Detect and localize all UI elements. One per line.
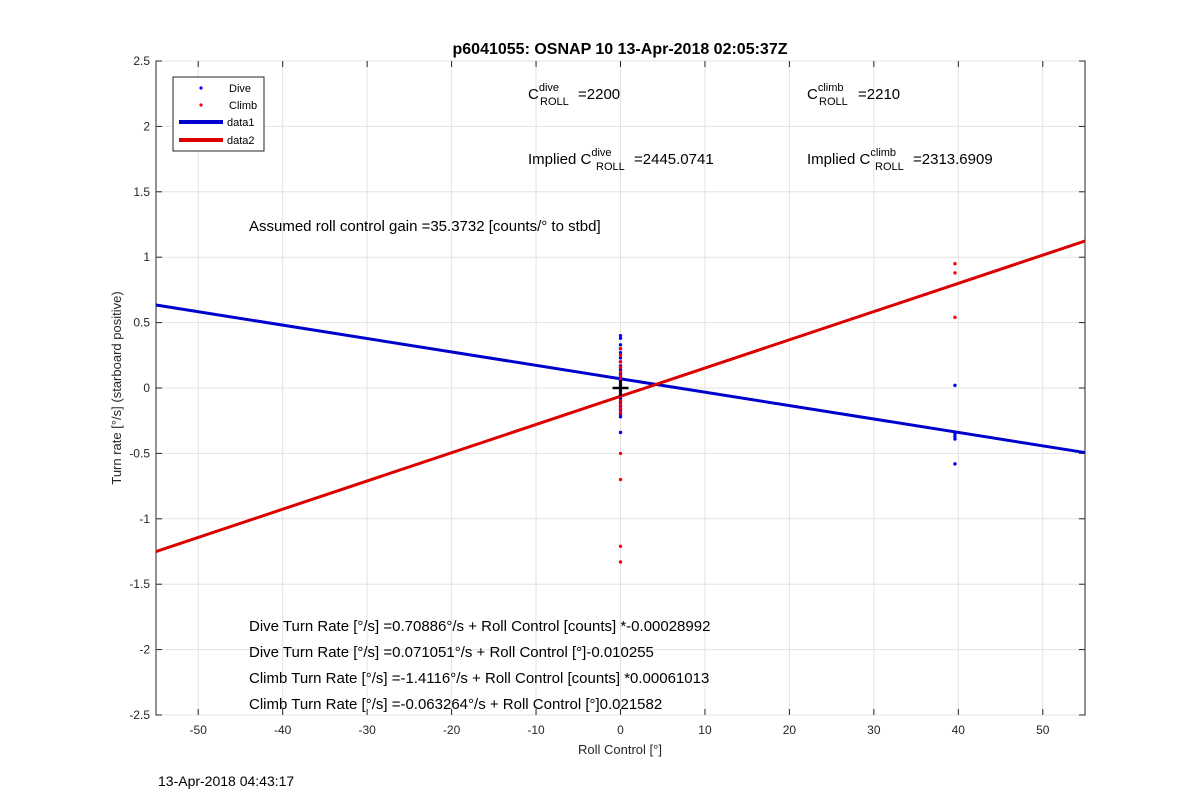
point-dive	[953, 437, 957, 441]
point-climb	[953, 315, 957, 320]
point-climb	[618, 403, 623, 407]
legend-data2-label: data2	[227, 135, 255, 147]
x-axis-label: Roll Control [°]	[578, 742, 662, 757]
c-climb-value: =2210	[858, 86, 900, 103]
y-tick-label: -2	[139, 643, 150, 657]
implied-climb-prefix: Implied	[807, 151, 860, 168]
point-climb	[618, 365, 623, 369]
point-climb	[618, 451, 623, 456]
point-climb	[953, 271, 957, 275]
chart-title: p6041055: OSNAP 10 13-Apr-2018 02:05:37Z	[453, 41, 788, 58]
implied-climb-base: C	[860, 151, 871, 168]
legend-dive-label: Dive	[229, 83, 251, 95]
y-tick-label: 2.5	[133, 54, 150, 68]
fit-text-climb-degrees: Climb Turn Rate [°/s] =-0.063264°/s + Ro…	[249, 696, 662, 713]
c-dive-annotation: Cdive ROLL =2200	[528, 82, 620, 108]
implied-dive-annotation: Implied Cdive ROLL =2445.0741	[528, 147, 714, 173]
legend-data1-label: data1	[227, 117, 255, 129]
point-climb	[618, 411, 623, 415]
y-tick-label: 1.5	[133, 185, 150, 199]
x-tick-label: 10	[698, 723, 712, 737]
x-ticks: -50 -40 -30 -20 -10 0 10 20 30 40 50	[190, 61, 1050, 737]
x-tick-label: -20	[443, 723, 461, 737]
c-dive-sup: dive	[539, 82, 559, 94]
legend-climb-label: Climb	[229, 100, 257, 112]
implied-climb-sup: climb	[870, 147, 896, 159]
y-ticks: -2.5 -2 -1.5 -1 -0.5 0 0.5 1 1.5 2 2.5	[129, 54, 1085, 722]
point-dive	[953, 462, 957, 466]
y-tick-label: 0.5	[133, 316, 150, 330]
point-climb	[618, 399, 623, 403]
point-climb	[618, 353, 623, 357]
gain-annotation: Assumed roll control gain =35.3732 [coun…	[249, 218, 601, 235]
implied-dive-sup: dive	[591, 147, 611, 159]
c-dive-base: C	[528, 86, 539, 103]
y-tick-label: -2.5	[129, 708, 150, 722]
c-dive-sub: ROLL	[540, 96, 569, 108]
implied-climb-value: =2313.6909	[913, 151, 993, 168]
fit-text-climb-counts: Climb Turn Rate [°/s] =-1.4116°/s + Roll…	[249, 670, 709, 687]
c-climb-base: C	[807, 86, 818, 103]
point-climb	[953, 262, 957, 266]
x-tick-label: -10	[527, 723, 545, 737]
point-climb	[618, 407, 623, 411]
point-climb	[618, 544, 623, 548]
point-dive	[618, 343, 623, 347]
point-climb	[618, 560, 623, 564]
legend: Dive Climb data1 data2	[172, 76, 265, 152]
implied-dive-sub: ROLL	[596, 161, 625, 173]
x-tick-label: -50	[190, 723, 208, 737]
footer-timestamp: 13-Apr-2018 04:43:17	[158, 773, 295, 789]
point-climb	[618, 374, 623, 378]
point-dive	[618, 336, 623, 340]
point-dive	[618, 430, 623, 435]
origin-marker	[612, 380, 629, 396]
point-dive	[618, 350, 623, 355]
c-climb-sup: climb	[818, 82, 844, 94]
x-tick-label: -40	[274, 723, 292, 737]
point-dive	[618, 356, 623, 360]
y-tick-label: -1.5	[129, 577, 150, 591]
implied-climb-annotation: Implied Cclimb ROLL =2313.6909	[807, 147, 993, 173]
point-dive	[618, 333, 623, 338]
grid	[156, 60, 1085, 716]
legend-dive-marker	[199, 86, 203, 90]
implied-climb-sub: ROLL	[875, 161, 904, 173]
x-tick-label: 50	[1036, 723, 1050, 737]
point-dive	[618, 415, 623, 419]
x-tick-label: 30	[867, 723, 881, 737]
x-tick-label: 0	[617, 723, 624, 737]
y-axis-label: Turn rate [°/s] (starboard positive)	[109, 291, 124, 484]
y-tick-label: 1	[143, 250, 150, 264]
point-climb	[618, 347, 623, 351]
point-dive	[953, 383, 957, 388]
x-tick-label: 20	[783, 723, 797, 737]
point-climb	[618, 360, 623, 364]
legend-climb-marker	[199, 103, 203, 107]
c-climb-annotation: Cclimb ROLL =2210	[807, 82, 900, 108]
point-climb	[618, 477, 623, 482]
point-dive	[618, 396, 623, 401]
y-tick-label: -1	[139, 512, 150, 526]
implied-dive-base: C	[581, 151, 592, 168]
point-dive	[953, 432, 957, 436]
point-dive	[618, 367, 623, 372]
point-dive	[953, 434, 957, 439]
implied-dive-prefix: Implied	[528, 151, 581, 168]
c-dive-value: =2200	[578, 86, 620, 103]
point-climb	[618, 370, 623, 375]
y-tick-label: 2	[143, 119, 150, 133]
y-tick-label: 0	[143, 381, 150, 395]
implied-dive-value: =2445.0741	[634, 151, 714, 168]
fit-text-dive-degrees: Dive Turn Rate [°/s] =0.071051°/s + Roll…	[249, 644, 654, 661]
y-tick-label: -0.5	[129, 446, 150, 460]
c-climb-sub: ROLL	[819, 96, 848, 108]
fit-text-dive-counts: Dive Turn Rate [°/s] =0.70886°/s + Roll …	[249, 618, 710, 635]
x-tick-label: 40	[952, 723, 966, 737]
x-tick-label: -30	[358, 723, 376, 737]
